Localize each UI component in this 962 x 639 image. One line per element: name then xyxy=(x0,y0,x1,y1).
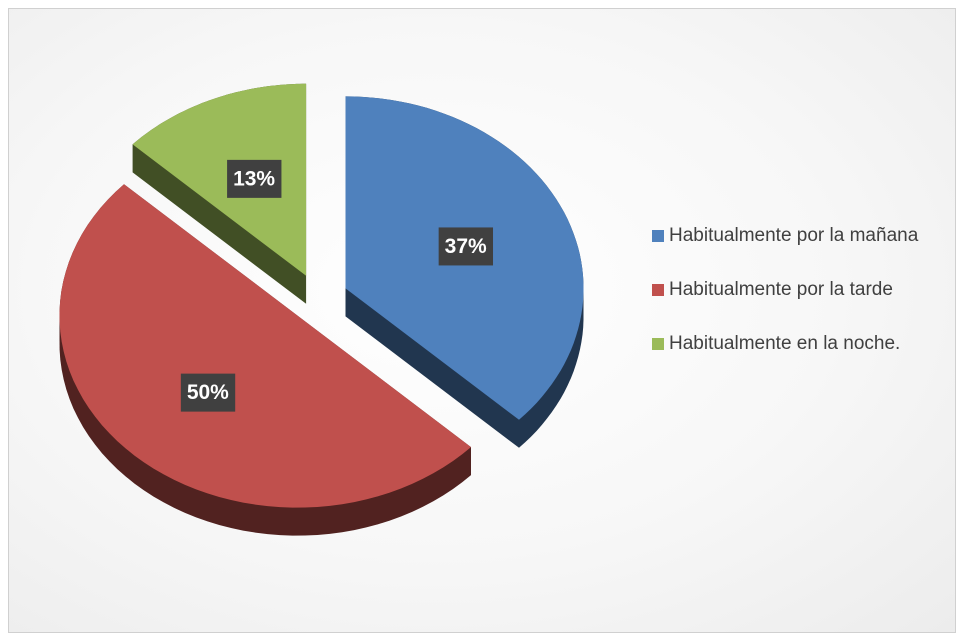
data-label-box xyxy=(438,227,494,266)
data-label-box xyxy=(227,159,282,198)
data-label-text: 50% xyxy=(187,381,229,404)
pie-slice xyxy=(59,184,471,508)
pie-slice xyxy=(132,83,307,276)
legend-label: Habitualmente por la mañana xyxy=(669,225,919,246)
data-label: 13% xyxy=(227,159,282,198)
legend-item: Habitualmente en la noche. xyxy=(652,330,942,357)
data-label-text: 13% xyxy=(233,167,275,190)
legend-swatch xyxy=(652,284,664,296)
data-label-box xyxy=(180,373,236,412)
legend-swatch xyxy=(652,338,664,350)
legend-label: Habitualmente por la tarde xyxy=(669,279,893,300)
legend-label: Habitualmente en la noche. xyxy=(669,333,901,354)
data-label: 50% xyxy=(180,373,236,412)
data-label: 37% xyxy=(438,227,494,266)
legend-item: Habitualmente por la tarde xyxy=(652,276,942,303)
legend-item: Habitualmente por la mañana xyxy=(652,222,942,249)
data-label-text: 37% xyxy=(445,235,487,258)
legend: Habitualmente por la mañana Habitualmente… xyxy=(652,222,942,384)
legend-swatch xyxy=(652,230,664,242)
